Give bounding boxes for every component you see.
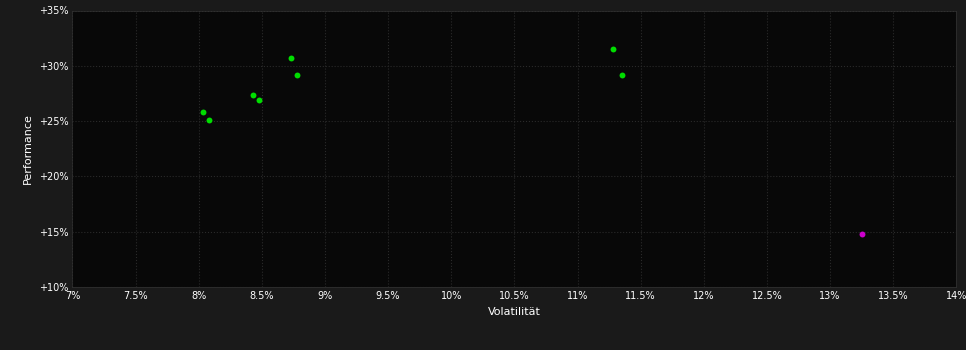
Point — [283, 55, 298, 61]
Point — [201, 117, 216, 123]
Point — [245, 92, 261, 97]
Point — [854, 231, 869, 237]
Point — [605, 47, 620, 52]
Point — [195, 110, 211, 115]
X-axis label: Volatilität: Volatilität — [488, 307, 541, 317]
Point — [251, 97, 267, 103]
Y-axis label: Performance: Performance — [23, 113, 33, 184]
Point — [290, 72, 305, 77]
Point — [614, 72, 630, 77]
